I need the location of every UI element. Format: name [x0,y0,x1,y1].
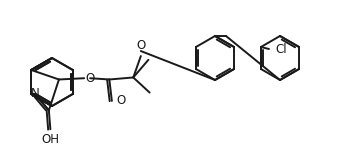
Text: O: O [136,39,146,52]
Text: O: O [117,94,126,107]
Text: OH: OH [41,133,59,146]
Text: N: N [31,87,39,100]
Text: O: O [85,72,94,85]
Text: Cl: Cl [275,43,287,56]
